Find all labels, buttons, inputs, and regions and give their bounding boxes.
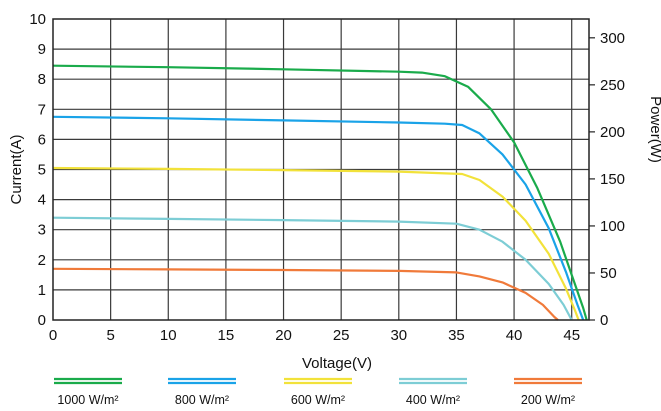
y2-tick-label: 50 [600,265,617,282]
y2-tick-label: 150 [600,171,625,188]
y-tick-label: 3 [38,222,46,239]
x-tick-label: 45 [563,327,580,344]
y2-tick-label: 0 [600,312,608,329]
series-layer [52,64,588,321]
y2-tick-label: 200 [600,124,625,141]
series-line-5 [52,267,559,321]
series-line-2 [52,115,585,321]
legend: 1000 W/m² 800 W/m² 600 W/m² 400 W/m² 200 W/m… [54,377,582,407]
y2-tick-label: 250 [600,77,625,94]
x-tick-label: 10 [160,327,177,344]
legend-label: 600 W/m² [291,393,345,407]
y-tick-label: 1 [38,282,46,299]
x-tick-label: 20 [275,327,292,344]
y-tick-label: 0 [38,312,46,329]
x-tick-label: 5 [106,327,114,344]
y-tick-label: 10 [29,11,46,28]
y2-tick-label: 100 [600,218,625,235]
y-tick-label: 8 [38,71,46,88]
x-tick-label: 25 [333,327,350,344]
legend-label: 1000 W/m² [57,393,118,407]
x-tick-label: 30 [390,327,407,344]
x-tick-label: 35 [448,327,465,344]
plot-frame [52,18,590,321]
y2-tick-label: 300 [600,30,625,47]
y-axis-title: Current(A) [8,134,25,204]
y-tick-label: 6 [38,131,46,148]
x-tick-label: 0 [49,327,57,344]
y2-axis-title: Power(W) [647,96,661,163]
x-tick-label: 40 [506,327,523,344]
x-tick-label: 15 [218,327,235,344]
legend-label: 200 W/m² [521,393,575,407]
x-axis-title: Voltage(V) [302,355,372,372]
legend-label: 400 W/m² [406,393,460,407]
y-tick-label: 7 [38,101,46,118]
y-tick-label: 2 [38,252,46,269]
y-tick-label: 4 [38,192,46,209]
series-line-1 [52,64,588,321]
legend-label: 800 W/m² [175,393,229,407]
series-line-3 [52,166,580,321]
y-tick-label: 9 [38,41,46,58]
series-line-4 [52,216,573,321]
y-tick-label: 5 [38,162,46,179]
tick-layer: 0 5 10 15 20 25 30 35 40 450123456789100501001502… [29,11,625,344]
